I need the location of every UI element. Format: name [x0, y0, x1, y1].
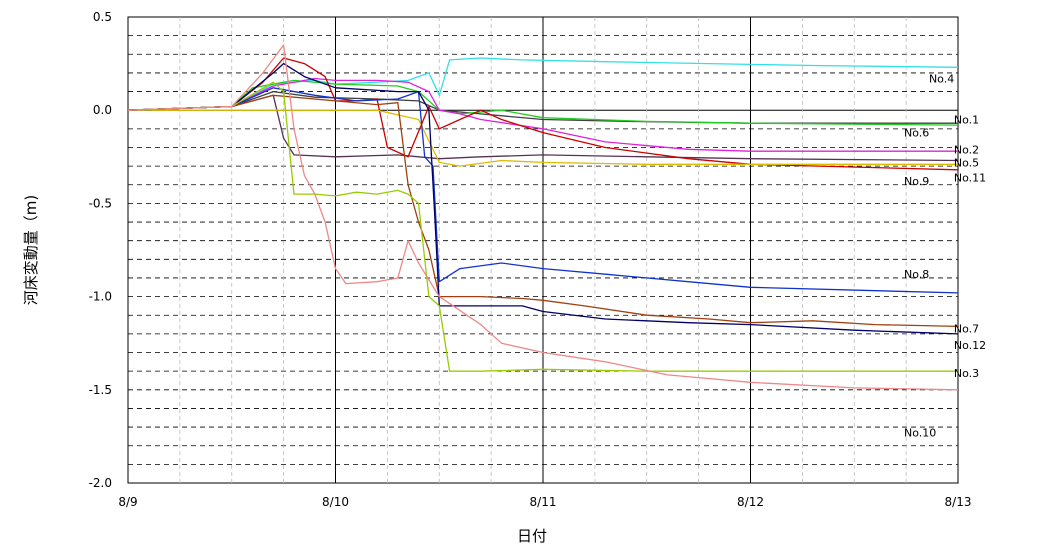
y-tick-label: -2.0	[89, 476, 112, 490]
x-tick-label: 8/9	[118, 495, 137, 509]
series-labels: No.4 No.1 No.6 No.2No.5 No.11 No.9 No.8 No.7 No.…	[904, 73, 986, 440]
series-line-no7	[127, 94, 959, 328]
series-line-no3	[127, 81, 958, 372]
series-label-no4: No.4	[929, 73, 954, 86]
series-line-no8	[127, 87, 959, 294]
series-label-no5: No.5	[954, 156, 979, 169]
series-line-no10	[127, 44, 959, 391]
series-label-no6: No.6	[904, 127, 929, 140]
y-tick-labels: 0.5 0.0 -0.5 -1.0 -1.5 -2.0	[89, 10, 112, 490]
series-line-no6	[127, 79, 959, 126]
series-line-no12	[127, 62, 959, 335]
x-tick-label: 8/11	[530, 495, 557, 509]
series-label-no2: No.2	[954, 143, 979, 156]
y-tick-label: -1.0	[89, 290, 112, 304]
series-label-no3: No.3	[954, 367, 979, 380]
y-axis-label: 河床変動量（m)	[22, 195, 40, 305]
series-layer	[127, 44, 959, 391]
series-label-no8: No.8	[904, 268, 929, 281]
series-label-no11: No.11	[954, 171, 986, 184]
series-line-no11	[127, 57, 959, 171]
series-label-no10: No.10	[904, 427, 936, 440]
y-tick-label: -1.5	[89, 383, 112, 397]
series-label-no1: No.1	[954, 114, 979, 127]
x-axis-label: 日付	[517, 527, 547, 545]
series-label-no7: No.7	[954, 322, 979, 335]
y-tick-label: -0.5	[89, 196, 112, 210]
x-tick-labels: 8/9 8/10 8/11 8/12 8/13	[118, 495, 971, 509]
y-tick-label: 0.0	[93, 103, 112, 117]
series-label-no12: No.12	[954, 339, 986, 352]
x-tick-label: 8/13	[945, 495, 972, 509]
series-line-no9	[128, 109, 958, 167]
series-label-no9: No.9	[904, 175, 929, 188]
x-tick-label: 8/10	[322, 495, 349, 509]
x-tick-label: 8/12	[737, 495, 764, 509]
y-tick-label: 0.5	[93, 10, 112, 24]
series-line-no2	[127, 77, 958, 152]
